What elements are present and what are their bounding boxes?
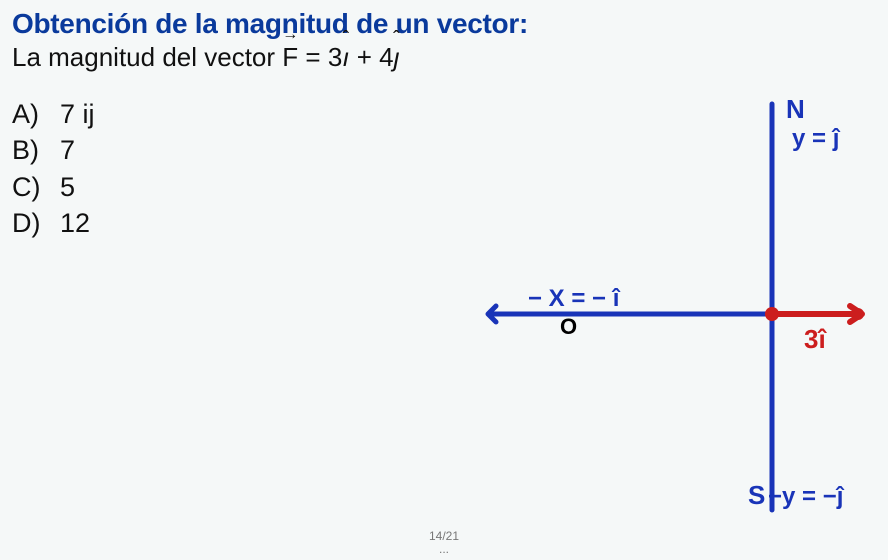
option-c[interactable]: C) 5 [12,169,95,205]
option-letter: C) [12,169,46,205]
page-footer: 14/21 ... [0,530,888,556]
vector-f-symbol: F [282,42,298,73]
option-value: 12 [60,205,90,241]
option-letter: D) [12,205,46,241]
subtitle-eq: = 3 [305,42,342,72]
page-title: Obtención de la magnitud de un vector: [0,0,888,42]
diagram-label-S: S [748,480,765,510]
option-letter: B) [12,132,46,168]
i-hat: ı [342,42,349,73]
diagram-label-negYJ: −y = −ĵ [768,483,845,510]
option-value: 5 [60,169,75,205]
subtitle-plus: + 4 [350,42,394,72]
diagram-label-N: N [786,94,805,124]
options-list: A) 7 ij B) 7 C) 5 D) 12 [12,96,95,242]
diagram-label-val: 3î [804,324,827,354]
option-d[interactable]: D) 12 [12,205,95,241]
diagram-label-O: O [560,314,577,339]
page-indicator: 14/21 [0,530,888,543]
axes-diagram: Ny = ĵ − X = − îO 3î S−y = −ĵ [388,90,868,520]
option-a[interactable]: A) 7 ij [12,96,95,132]
diagram-label-negXeq: − X = − î [528,285,621,312]
footer-dots: ... [0,543,888,556]
option-value: 7 ij [60,96,95,132]
j-hat: ȷ [394,42,400,73]
subtitle-prefix: La magnitud del vector [12,42,282,72]
question-text: La magnitud del vector F = 3ı + 4ȷ [0,42,888,85]
option-value: 7 [60,132,75,168]
option-letter: A) [12,96,46,132]
option-b[interactable]: B) 7 [12,132,95,168]
diagram-label-yJ: y = ĵ [792,125,841,152]
